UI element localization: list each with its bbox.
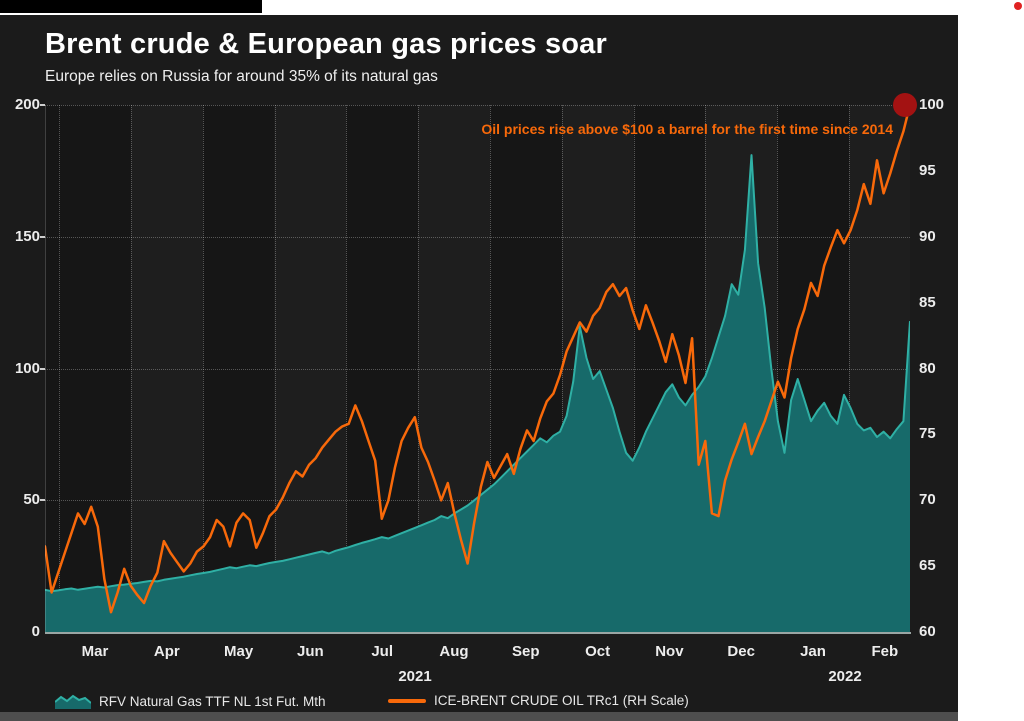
price-chart-canvas: [45, 105, 910, 632]
left-axis-tick: [40, 499, 45, 502]
right-axis-tick-label: 90: [919, 227, 936, 245]
year-label-2021: 2021: [398, 668, 432, 685]
vertical-gridline: [705, 105, 707, 632]
right-axis-tick-label: 75: [919, 425, 936, 443]
vertical-gridline: [274, 105, 276, 632]
x-axis-month-label: Oct: [585, 643, 611, 660]
plot-band: [59, 105, 131, 632]
left-axis-tick-label: 150: [14, 227, 40, 245]
vertical-gridline: [777, 105, 779, 632]
x-axis-month-label: Dec: [727, 643, 755, 660]
left-axis-tick-label: 100: [14, 359, 40, 377]
left-axis-tick-label: 50: [23, 491, 40, 509]
horizontal-gridline: [45, 368, 910, 370]
left-axis-tick: [40, 367, 45, 370]
right-axis-tick-label: 100: [919, 96, 945, 113]
gas-line-series: [45, 154, 910, 593]
chart-subtitle: Europe relies on Russia for around 35% o…: [45, 68, 438, 85]
gas-area-legend-icon: [55, 694, 91, 709]
right-axis-tick-label: 80: [919, 359, 936, 377]
plot-band: [274, 105, 347, 632]
top-black-bar: [0, 0, 262, 13]
x-axis-line: [45, 632, 911, 634]
x-axis-month-label: Feb: [871, 643, 899, 660]
vertical-gridline: [346, 105, 348, 632]
x-axis-month-label: Aug: [439, 643, 469, 660]
vertical-gridline: [59, 105, 61, 632]
left-axis-tick: [40, 104, 45, 106]
horizontal-gridline: [45, 236, 910, 238]
right-axis-tick-label: 70: [919, 491, 936, 509]
y-axis-line: [45, 105, 46, 632]
legend-item-brent: ICE-BRENT CRUDE OIL TRc1 (RH Scale): [388, 693, 689, 708]
year-label-2022: 2022: [828, 668, 862, 685]
chart-title: Brent crude & European gas prices soar: [45, 28, 607, 60]
x-axis-month-label: Apr: [153, 643, 180, 660]
right-axis-tick-label: 85: [919, 293, 936, 311]
vertical-gridline: [130, 105, 132, 632]
x-axis-month-label: May: [224, 643, 254, 660]
vertical-gridline: [489, 105, 491, 632]
left-axis-tick: [40, 235, 45, 238]
right-axis-tick-label: 65: [919, 557, 936, 575]
vertical-gridline: [418, 105, 420, 632]
plot-band: [45, 105, 60, 632]
annotation-text: Oil prices rise above $100 a barrel for …: [481, 121, 893, 137]
gas-area-series: [45, 155, 910, 632]
legend-item-gas: RFV Natural Gas TTF NL 1st Fut. Mth: [55, 693, 326, 709]
x-axis-month-label: Sep: [512, 643, 540, 660]
vertical-gridline: [633, 105, 635, 632]
legend-label-gas: RFV Natural Gas TTF NL 1st Fut. Mth: [99, 693, 326, 709]
brent-line-series: [45, 105, 910, 614]
oil-100-dollar-marker: [893, 93, 917, 117]
x-axis-month-label: Jan: [800, 643, 826, 660]
x-axis-month-label: Nov: [655, 643, 684, 660]
small-red-dot: [1014, 2, 1022, 10]
left-axis-tick-label: 200: [14, 96, 40, 113]
vertical-gridline: [848, 105, 850, 632]
right-axis-tick-label: 60: [919, 623, 936, 640]
x-axis-month-label: Jun: [297, 643, 324, 660]
left-axis-tick-label: 0: [31, 623, 40, 640]
brent-line-legend-icon: [388, 698, 426, 703]
right-axis-tick-label: 95: [919, 161, 936, 179]
horizontal-gridline: [45, 105, 910, 106]
plot-band: [202, 105, 275, 632]
legend-label-brent: ICE-BRENT CRUDE OIL TRc1 (RH Scale): [434, 693, 689, 708]
vertical-gridline: [202, 105, 204, 632]
x-axis-month-label: Mar: [81, 643, 109, 660]
x-axis-month-label: Jul: [371, 643, 394, 660]
bottom-gray-bar: [0, 712, 958, 721]
